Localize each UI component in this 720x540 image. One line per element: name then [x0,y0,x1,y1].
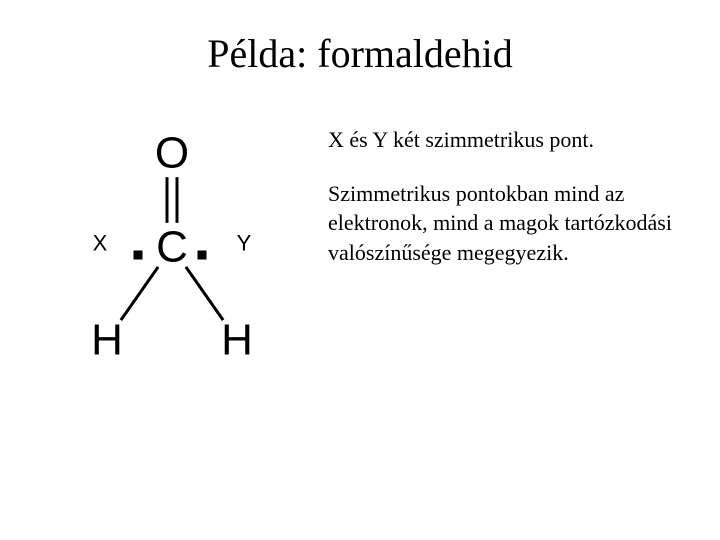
content-row: OC H H X Y X és Y két szimmetrikus pont. Szi… [32,125,688,355]
slide-title: Példa: formaldehid [32,30,688,77]
paragraph-2: Szimmetrikus pontokban mind az elektrono… [328,179,672,268]
symmetry-point-marker [198,251,207,260]
atom-label-h1: H [91,316,123,356]
atom-label-y: Y [237,231,252,256]
slide: Példa: formaldehid OC H H X Y X és Y két szi… [0,0,720,540]
atom-label-o: O [155,129,189,178]
atom-label-x: X [93,231,108,256]
diagram-container: OC H H X Y [32,125,312,355]
bond-line [121,267,158,320]
bond-line [186,267,223,320]
formaldehyde-structure: OC H H X Y [62,125,282,355]
paragraph-1: X és Y két szimmetrikus pont. [328,125,672,155]
atom-label-c: C [156,223,188,272]
text-column: X és Y két szimmetrikus pont. Szimmetrik… [312,125,688,355]
symmetry-point-marker [134,251,143,260]
atom-label-h2: H [221,316,253,356]
